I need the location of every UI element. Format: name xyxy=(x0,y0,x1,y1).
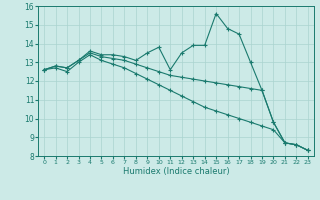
X-axis label: Humidex (Indice chaleur): Humidex (Indice chaleur) xyxy=(123,167,229,176)
